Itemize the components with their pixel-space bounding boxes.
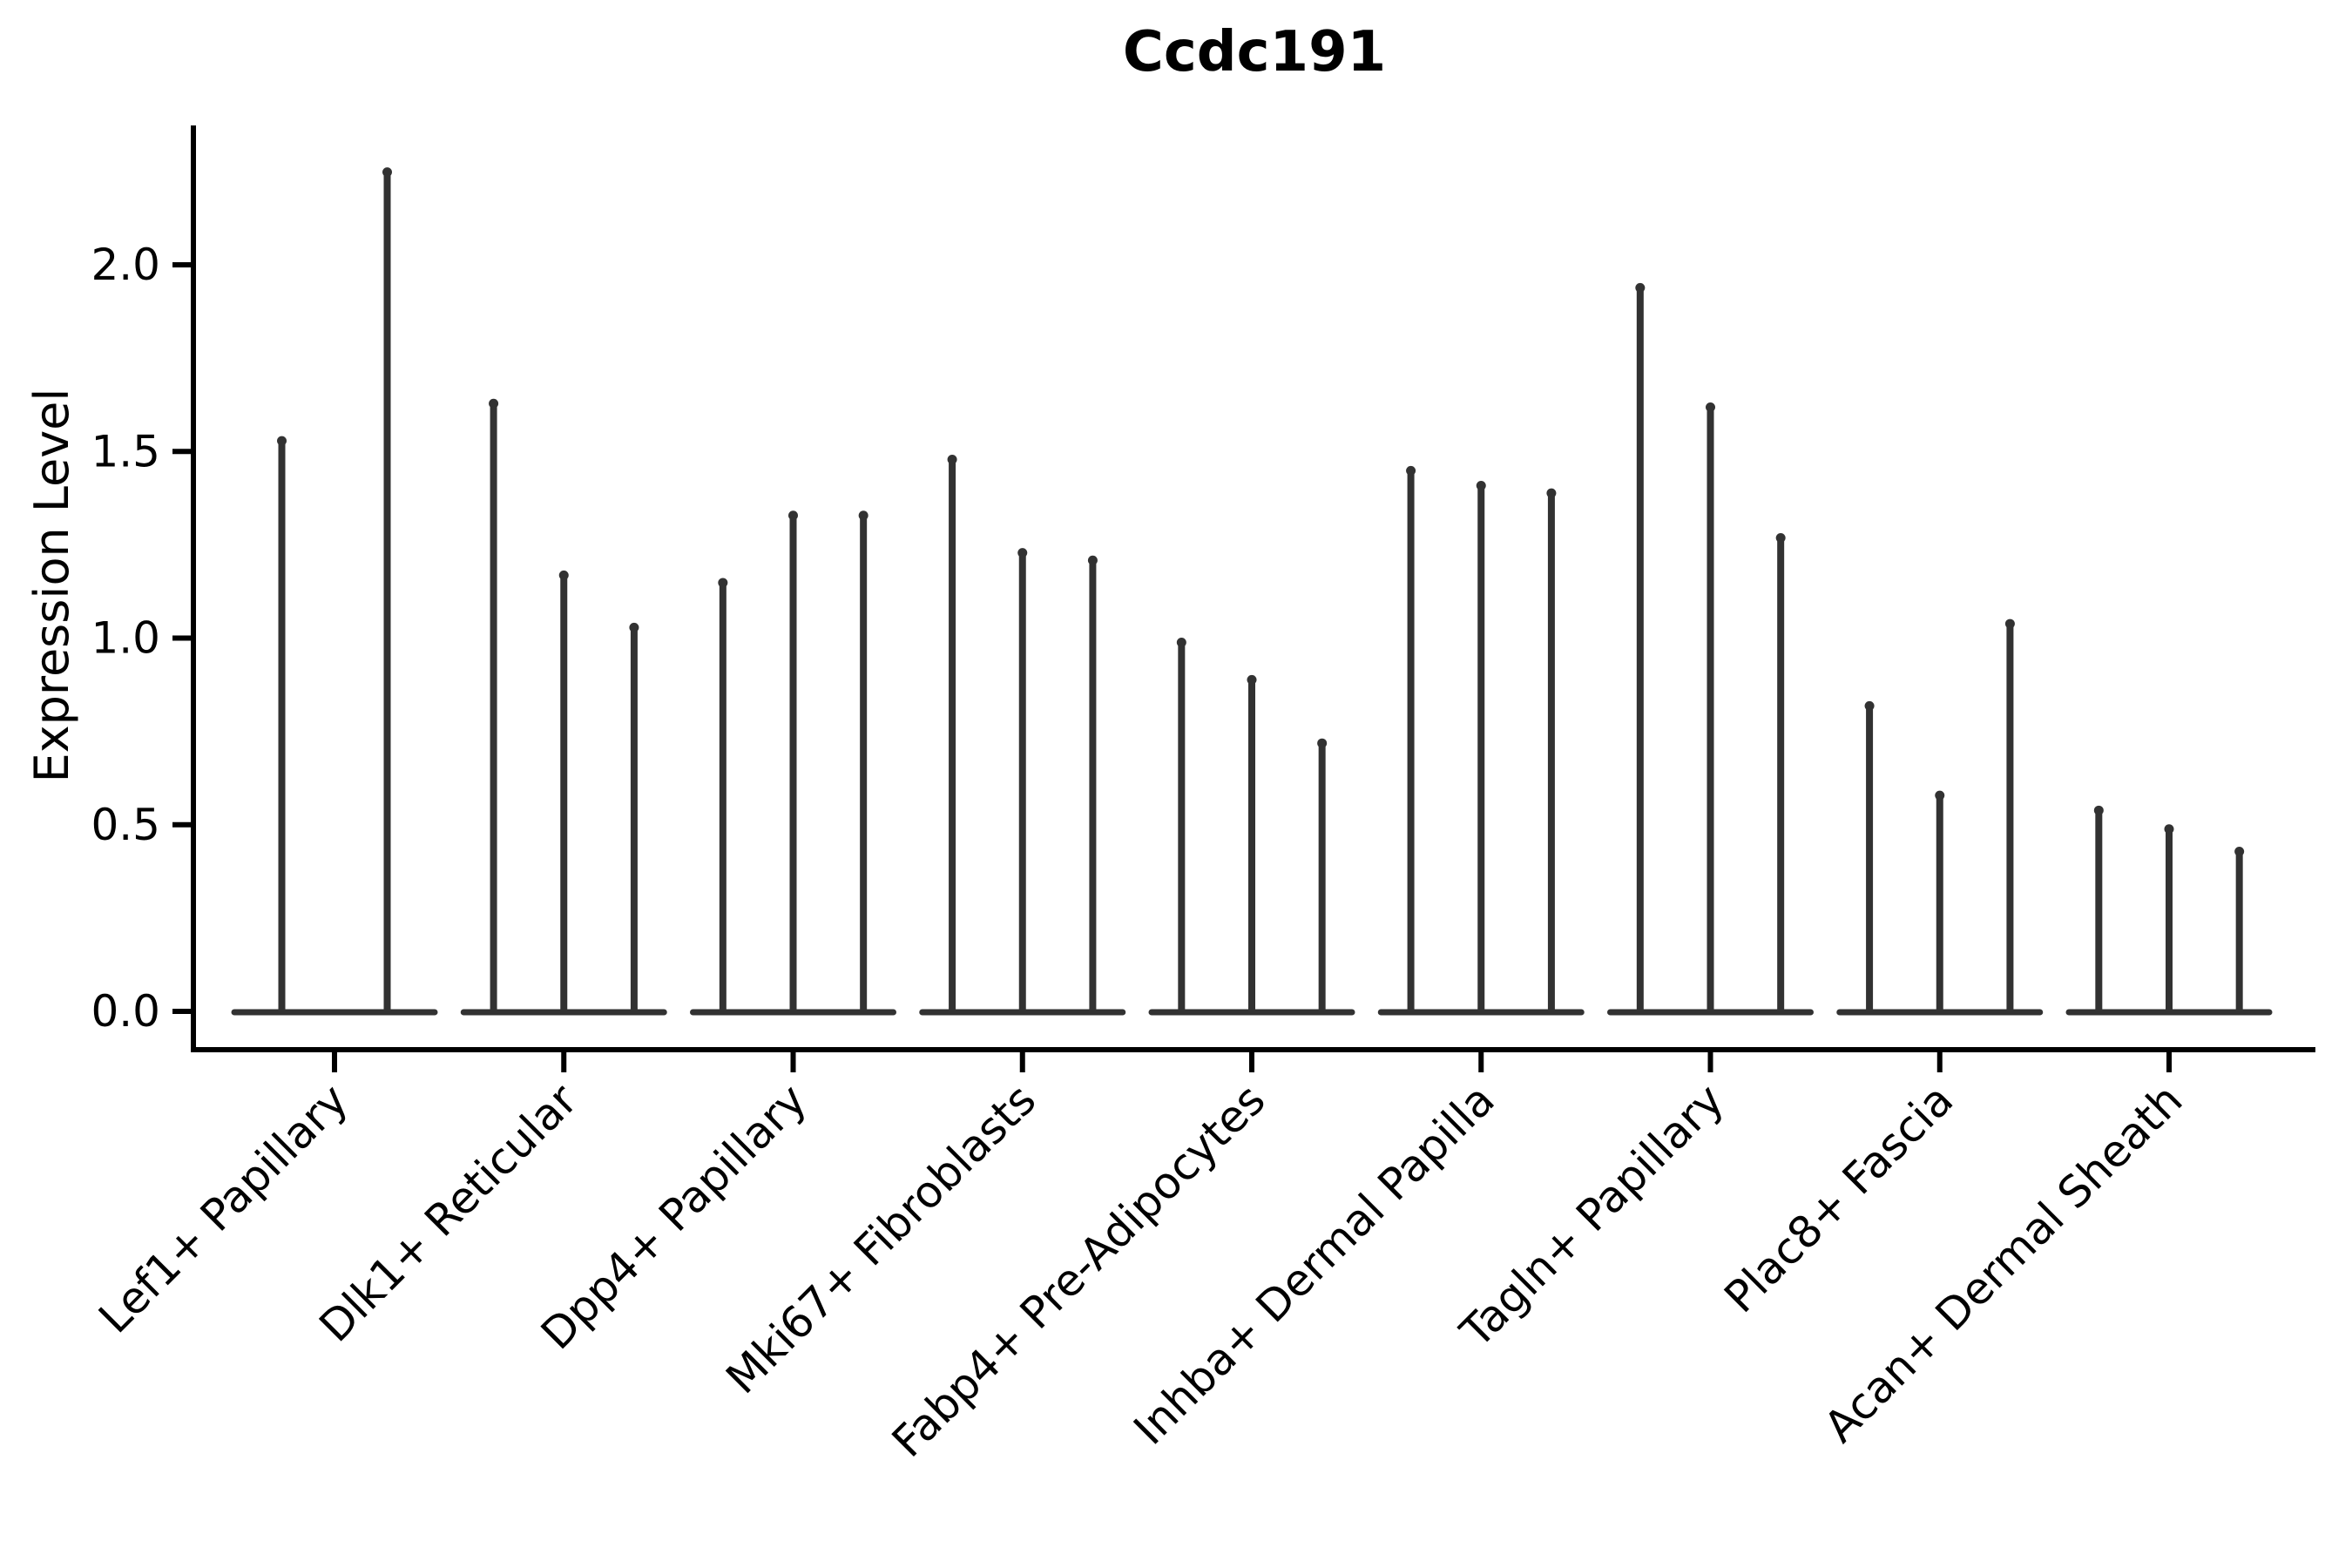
- violin-tip: [2234, 846, 2245, 856]
- violin-tip: [382, 167, 392, 178]
- violin-tip: [1864, 700, 1875, 711]
- violin-tip: [858, 510, 868, 521]
- violin-tip: [947, 455, 957, 465]
- x-tick-label: Plac8+ Fascia: [1715, 1074, 1963, 1322]
- violin-tip: [1775, 533, 1786, 544]
- y-tick-label: 0.5: [91, 800, 160, 850]
- violin-tip: [1635, 282, 1646, 293]
- violin-tip: [1935, 790, 1945, 801]
- violin-tip: [1706, 402, 1715, 413]
- violin-tip: [1247, 674, 1257, 685]
- violin-tip: [2164, 824, 2174, 835]
- y-tick-label: 2.0: [91, 240, 160, 290]
- x-tick-label: Lef1+ Papillary: [89, 1074, 357, 1342]
- violin-tip: [1476, 481, 1486, 491]
- violin-tip: [1087, 555, 1098, 565]
- violin-tip: [1176, 638, 1186, 647]
- y-tick-label: 0.0: [91, 986, 160, 1037]
- violin-tip: [489, 398, 499, 409]
- chart-title: Ccdc191: [1122, 20, 1387, 84]
- violin-tip: [1017, 548, 1028, 558]
- violin-tip: [1546, 488, 1557, 498]
- violin-tip: [629, 622, 639, 632]
- x-tick-label: Fabp4+ Pre-Adipocytes: [882, 1074, 1275, 1467]
- violin-tip: [2004, 618, 2015, 629]
- violin-tip: [1317, 738, 1328, 748]
- violin-tip: [718, 578, 728, 588]
- y-tick-label: 1.5: [91, 426, 160, 476]
- violin-tip: [1406, 465, 1416, 476]
- violin-tip: [788, 510, 798, 521]
- y-tick-label: 1.0: [91, 613, 160, 664]
- violin-tip: [2093, 805, 2104, 815]
- violin-tip: [558, 570, 569, 580]
- violin-tip: [277, 436, 287, 446]
